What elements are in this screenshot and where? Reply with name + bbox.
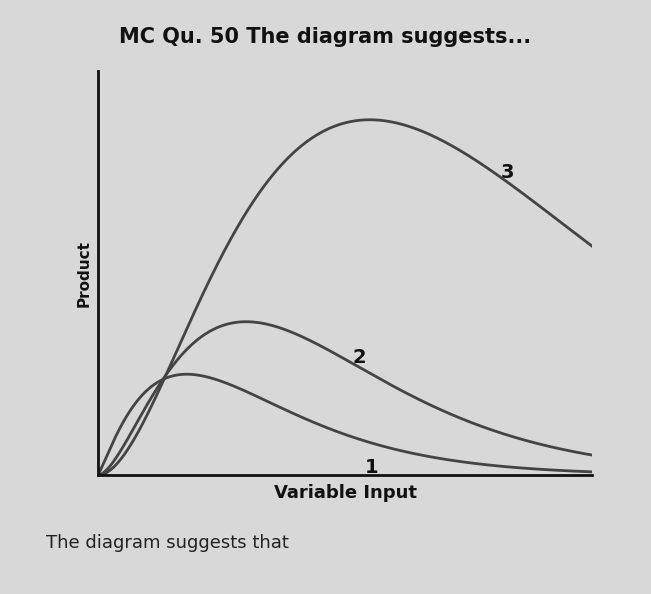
Text: The diagram suggests that: The diagram suggests that bbox=[46, 535, 288, 552]
Y-axis label: Product: Product bbox=[77, 240, 92, 307]
Text: 3: 3 bbox=[501, 163, 514, 182]
Text: 2: 2 bbox=[352, 347, 366, 366]
Text: 1: 1 bbox=[365, 458, 378, 477]
X-axis label: Variable Input: Variable Input bbox=[273, 484, 417, 501]
Text: MC Qu. 50 The diagram suggests...: MC Qu. 50 The diagram suggests... bbox=[119, 27, 532, 47]
